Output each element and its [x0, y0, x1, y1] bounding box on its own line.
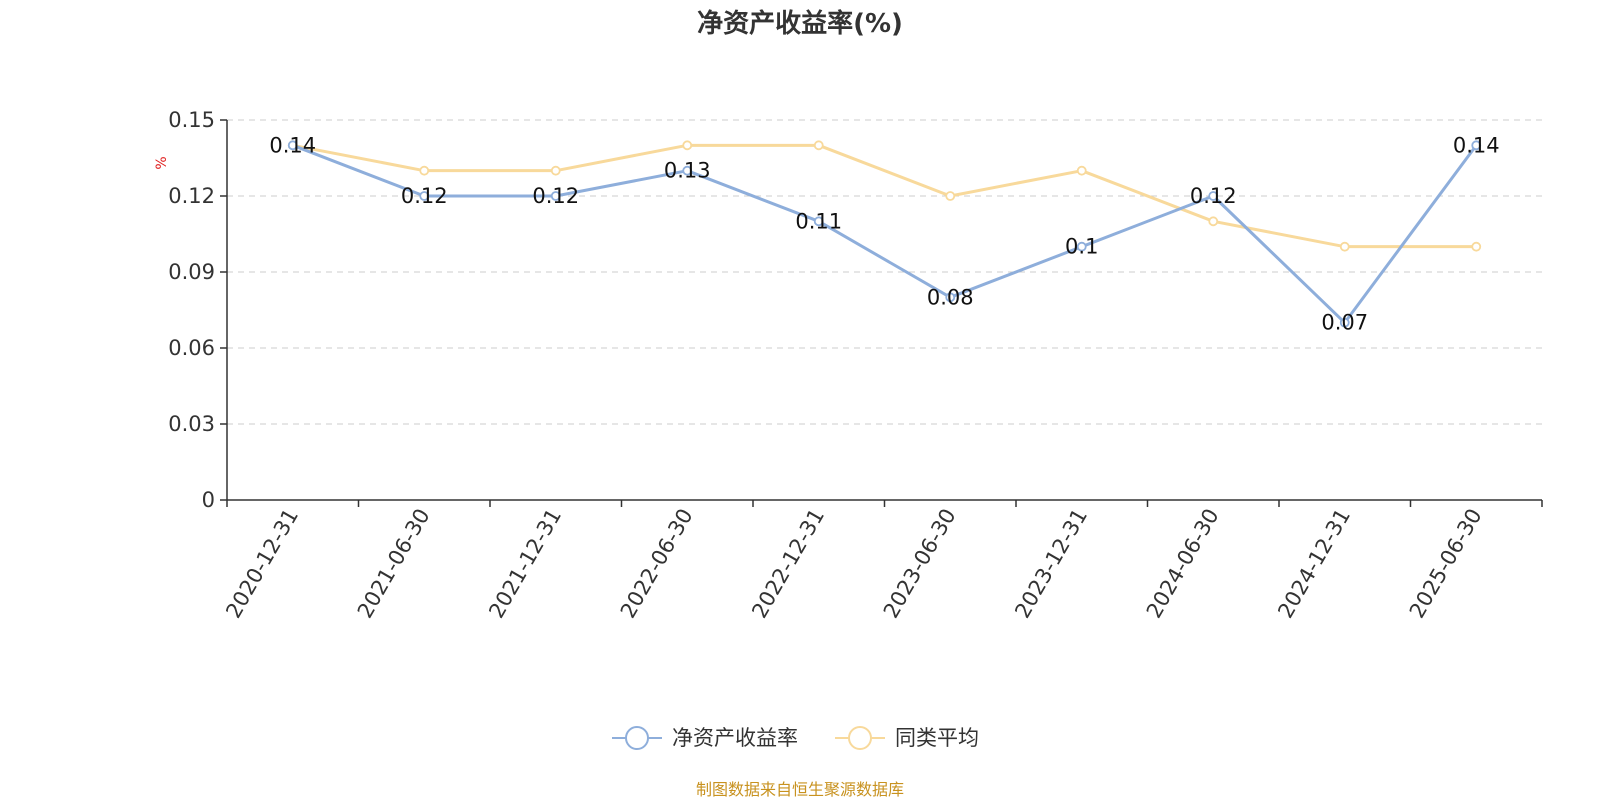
- data-point: [813, 216, 824, 227]
- data-point: [945, 292, 956, 303]
- legend-label: 同类平均: [895, 726, 979, 750]
- x-tick-label: 2025-06-30: [1405, 505, 1487, 623]
- grid-lines: [227, 119, 1542, 425]
- data-point: [550, 165, 561, 176]
- data-point: [1339, 241, 1350, 252]
- data-point: [682, 165, 693, 176]
- data-label: 0.12: [401, 184, 448, 208]
- x-tick-label: 2023-12-31: [1010, 505, 1092, 623]
- y-tick-label: 0.06: [168, 336, 215, 360]
- legend-marker: [625, 726, 649, 750]
- x-tick-label: 2024-06-30: [1142, 505, 1224, 623]
- data-point: [1471, 241, 1482, 252]
- legend-marker: [848, 726, 872, 750]
- legend-label: 净资产收益率: [672, 726, 798, 750]
- data-point: [1076, 165, 1087, 176]
- legend-item-1[interactable]: 净资产收益率: [612, 726, 798, 750]
- data-point: [682, 140, 693, 151]
- data-label: 0.13: [664, 159, 711, 183]
- series-lines: [287, 140, 1482, 328]
- data-label: 0.07: [1321, 311, 1368, 335]
- data-point: [1076, 241, 1087, 252]
- x-tick-label: 2022-12-31: [747, 505, 829, 623]
- data-point: [419, 191, 430, 201]
- data-point: [945, 191, 956, 201]
- data-point: [1471, 140, 1482, 151]
- data-labels: 0.14 0.12 0.12 0.13 0.11 0.08 0.1 0.12 0.07 0.14: [269, 133, 1499, 334]
- y-tick-label: 0.09: [168, 260, 215, 284]
- y-axis-unit-label: %: [154, 156, 170, 169]
- data-label: 0.14: [1453, 133, 1500, 157]
- y-tick-label: 0.12: [168, 184, 215, 208]
- axes: 0 0.03 0.06 0.09 0.12 0.15 2020-12-31 2021-06-3…: [168, 108, 1543, 623]
- x-tick-label: 2021-12-31: [484, 505, 566, 623]
- x-tick-label: 2020-12-31: [221, 505, 303, 623]
- series-line: [292, 143, 1478, 325]
- data-label: 0.1: [1065, 235, 1098, 259]
- data-point: [1339, 317, 1350, 328]
- y-tick-label: 0.15: [168, 108, 215, 132]
- data-point: [1208, 191, 1219, 201]
- data-point: [287, 140, 298, 151]
- data-point: [1208, 216, 1219, 227]
- data-label: 0.11: [795, 209, 842, 233]
- legend[interactable]: 净资产收益率 同类平均: [612, 726, 979, 750]
- data-label: 0.14: [269, 133, 316, 157]
- x-tick-label: 2021-06-30: [353, 505, 435, 623]
- series-line: [292, 143, 1477, 249]
- y-tick-label: 0.03: [168, 412, 215, 436]
- legend-item-2[interactable]: 同类平均: [835, 726, 979, 750]
- source-note: 制图数据来自恒生聚源数据库: [696, 780, 904, 799]
- x-tick-label: 2022-06-30: [616, 505, 698, 623]
- data-label: 0.08: [927, 285, 974, 309]
- data-label: 0.12: [532, 184, 579, 208]
- data-point: [813, 140, 824, 151]
- data-point: [550, 191, 561, 201]
- chart-title: 净资产收益率(%): [697, 8, 903, 39]
- data-point: [419, 165, 430, 176]
- y-tick-label: 0: [202, 488, 215, 512]
- x-tick-label: 2024-12-31: [1273, 505, 1355, 623]
- x-tick-label: 2023-06-30: [879, 505, 961, 623]
- data-label: 0.12: [1190, 184, 1237, 208]
